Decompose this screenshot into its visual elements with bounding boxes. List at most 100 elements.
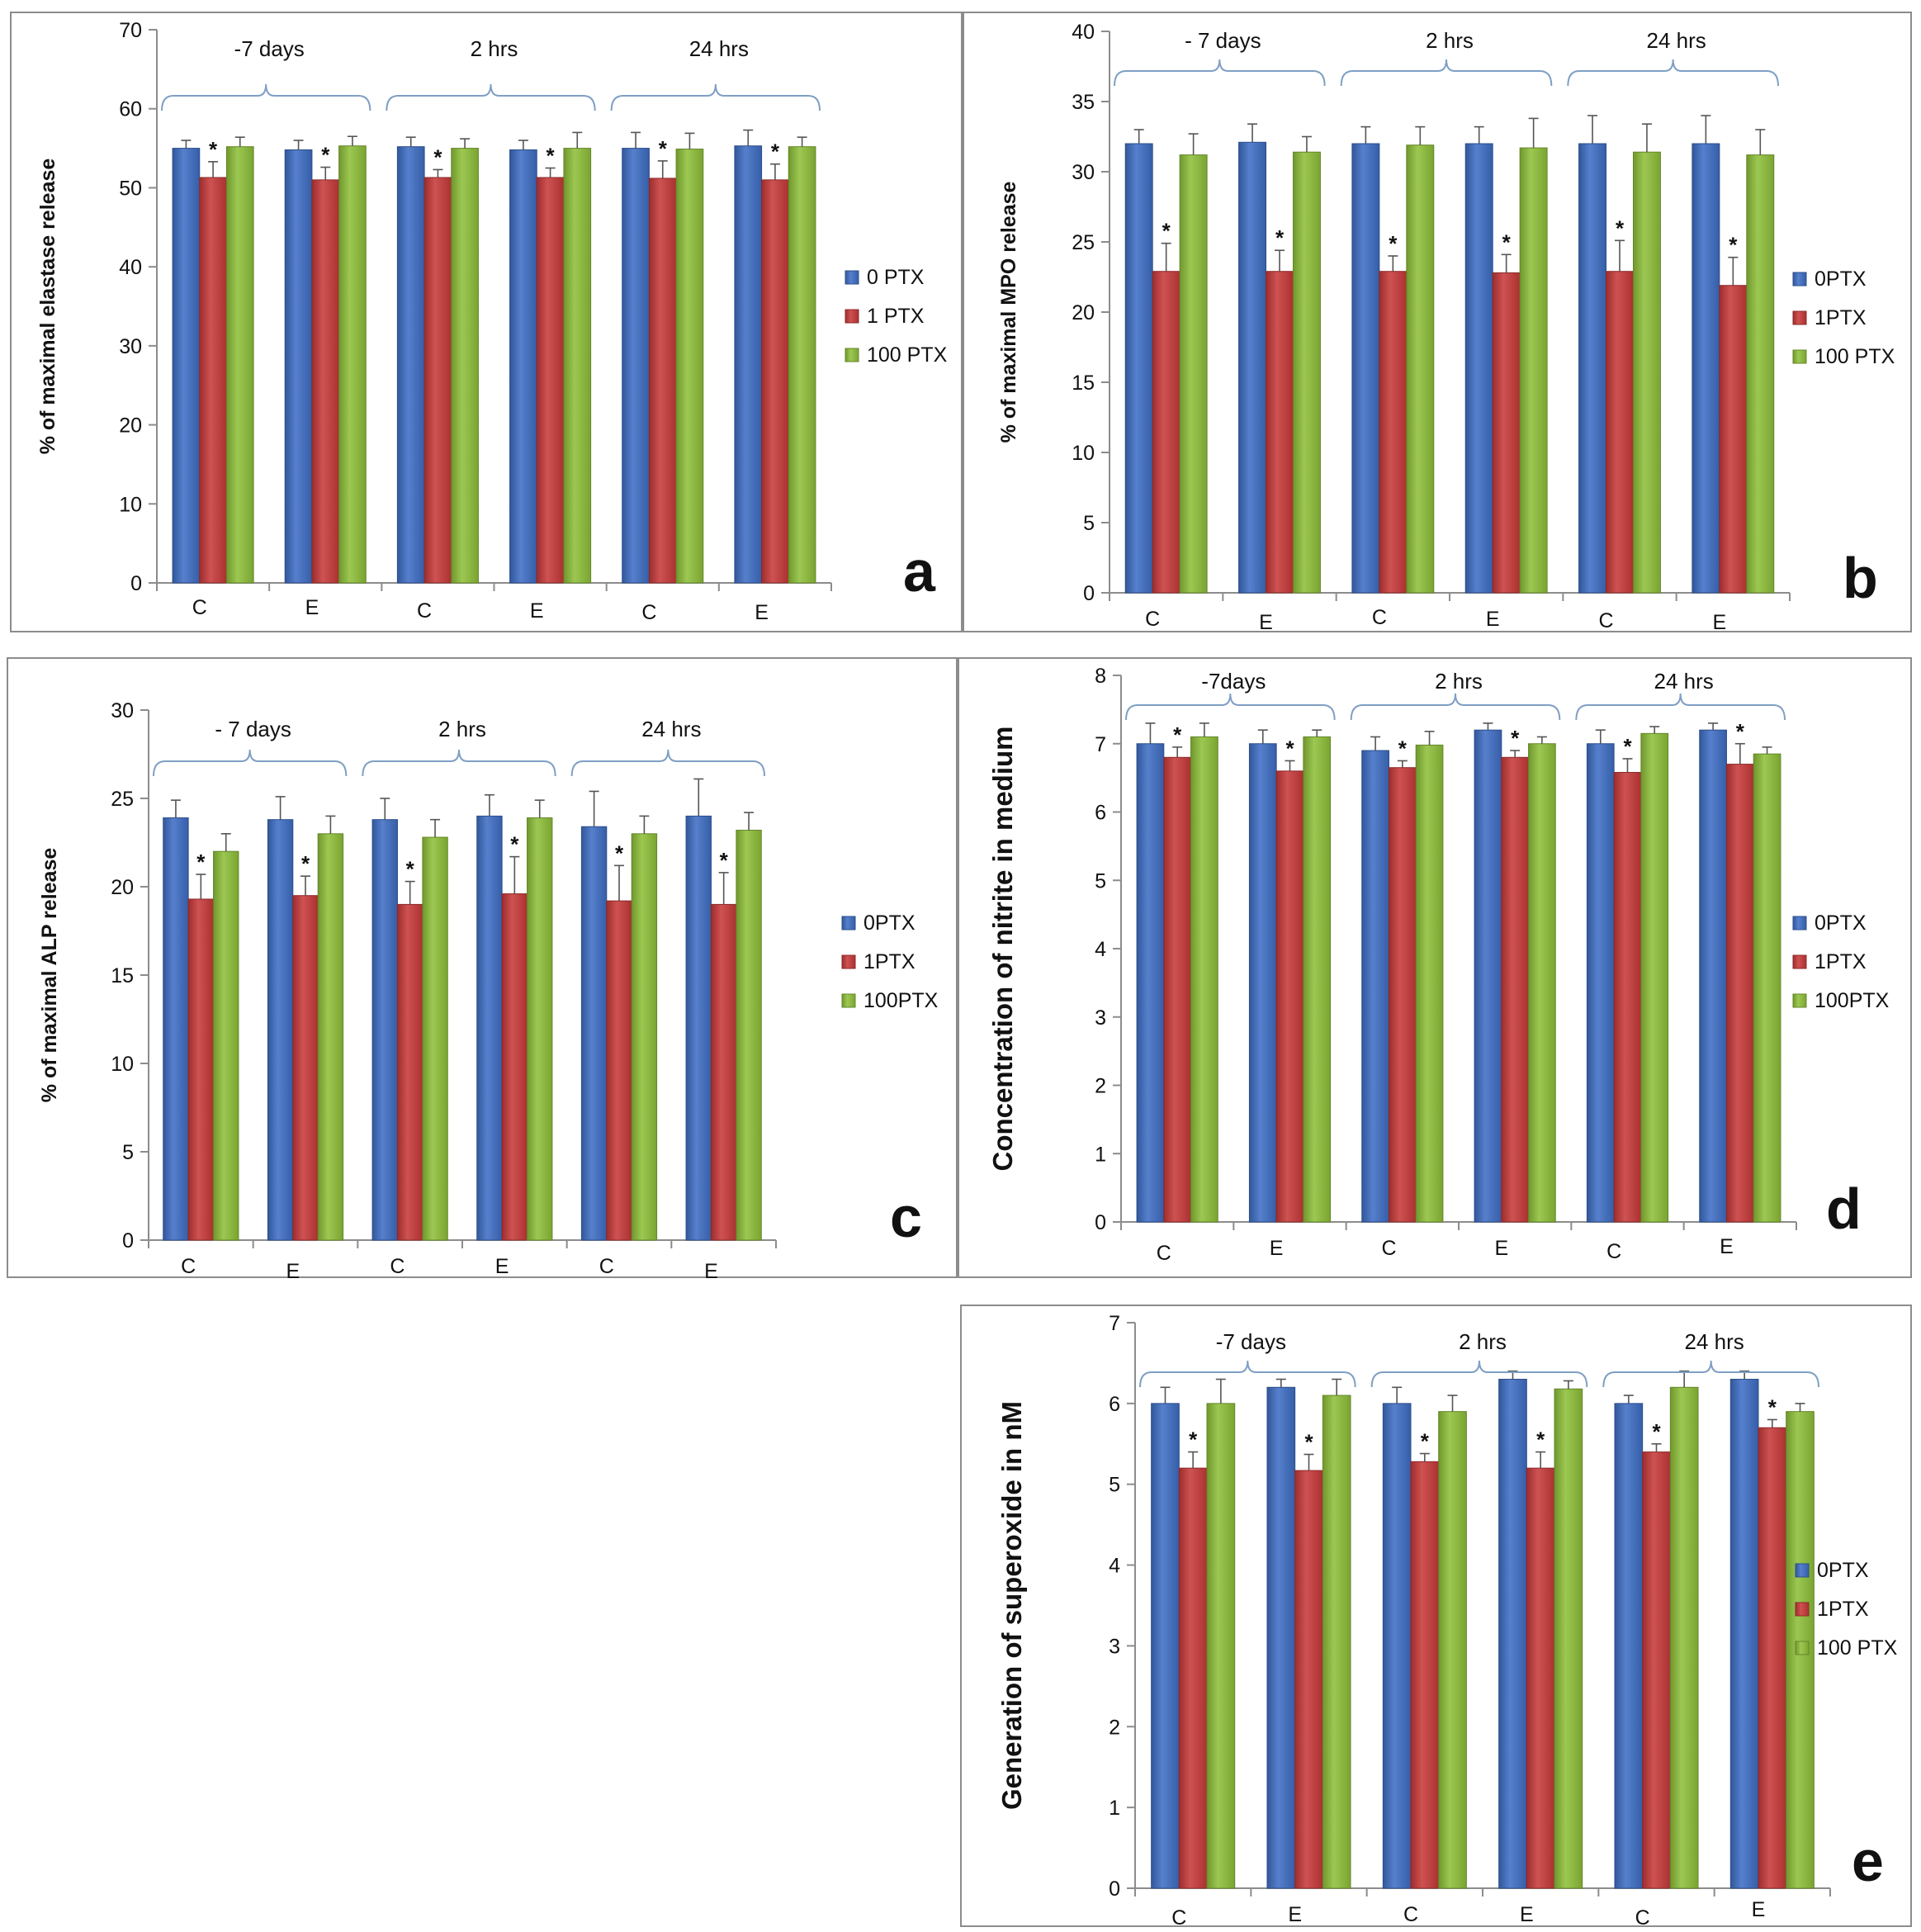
group-label: - 7 days (215, 717, 291, 741)
group-label: 2 hrs (438, 717, 486, 741)
x-tick-label: C (1403, 1903, 1418, 1926)
legend-swatch (845, 348, 859, 362)
legend-swatch (1792, 993, 1807, 1008)
y-tick-label: 50 (119, 177, 142, 200)
y-tick-label: 1 (1095, 1143, 1106, 1166)
significance-marker: * (209, 137, 218, 162)
bar-100ptx-1 (317, 833, 344, 1241)
group-label: -7 days (1216, 1329, 1286, 1354)
bar-0ptx-5 (685, 815, 712, 1241)
significance-marker: * (1421, 1429, 1430, 1454)
y-tick-label: 5 (1109, 1474, 1120, 1497)
y-tick-label: 15 (111, 964, 134, 987)
bar-100ptx-5 (1753, 753, 1781, 1223)
bar-1ptx-0 (1163, 756, 1192, 1223)
bar-100ptx-0 (1190, 736, 1218, 1223)
y-axis-label: % of maximal elastase release (36, 159, 59, 455)
legend-swatch (1792, 916, 1807, 930)
bar-100ptx-4 (1669, 1386, 1699, 1889)
significance-marker: * (1502, 230, 1512, 254)
bar-0ptx-0 (1136, 743, 1165, 1223)
bar-100ptx-0 (1206, 1403, 1236, 1889)
x-tick-label: E (1720, 1235, 1734, 1258)
significance-marker: * (1162, 219, 1171, 244)
bar-0ptx-4 (1614, 1403, 1644, 1889)
bar-100ptx-5 (788, 146, 816, 584)
y-axis-label: Concentration of nitrite in medium (987, 726, 1018, 1171)
y-tick-label: 4 (1095, 938, 1106, 961)
chart-c: 0 5 10 15 20 25 30 * C * E * C * E * C * E - 7 days 2 hrs 24 … (38, 699, 939, 1283)
bar-0ptx-1 (1238, 141, 1267, 594)
group-brace (1602, 1360, 1819, 1388)
chart-panel-c: 0 5 10 15 20 25 30 * C * E * C * E * C * E - 7 days 2 hrs 24 … (7, 657, 958, 1283)
y-axis-label: % of maximal ALP release (38, 848, 61, 1103)
legend-swatch (841, 993, 856, 1008)
bar-1ptx-5 (1725, 764, 1754, 1223)
chart-d: 0 1 2 3 4 5 6 7 8 * C * E * C * E * C * E -7days 2 hrs 24 hrs Co… (987, 665, 1890, 1265)
y-tick-label: 40 (1072, 21, 1095, 44)
group-brace (1370, 1360, 1588, 1388)
legend-label: 0PTX (1815, 912, 1867, 935)
bar-100ptx-0 (225, 146, 254, 584)
significance-marker: * (510, 832, 519, 857)
y-tick-label: 5 (1095, 869, 1106, 893)
bar-100ptx-0 (1179, 154, 1208, 594)
bar-0ptx-3 (1498, 1379, 1527, 1889)
bar-1ptx-0 (199, 177, 227, 584)
significance-marker: * (1285, 736, 1294, 760)
y-tick-label: 70 (119, 19, 142, 42)
bar-100ptx-2 (422, 836, 448, 1241)
x-tick-label: C (1606, 1240, 1621, 1263)
y-tick-label: 25 (111, 788, 134, 811)
bar-1ptx-1 (1294, 1470, 1323, 1889)
x-tick-label: E (1520, 1903, 1534, 1926)
group-brace (1114, 59, 1326, 87)
bar-1ptx-4 (606, 900, 632, 1241)
panel-letter: a (903, 539, 936, 604)
bar-1ptx-3 (1501, 756, 1530, 1223)
panel-letter: e (1852, 1829, 1884, 1893)
significance-marker: * (321, 143, 330, 168)
group-brace (1125, 693, 1336, 721)
y-tick-label: 20 (1072, 301, 1095, 324)
chart-a: 0 10 20 30 40 50 60 70 * C * E * C * E * C * E -7 days 2 hrs 2… (36, 19, 948, 624)
bar-1ptx-3 (1492, 272, 1521, 594)
legend-label: 1PTX (864, 950, 916, 973)
group-label: 2 hrs (1459, 1329, 1507, 1354)
bar-100ptx-2 (1406, 144, 1435, 594)
legend-label: 1PTX (1815, 306, 1867, 329)
bar-0ptx-1 (1248, 743, 1277, 1223)
y-tick-label: 15 (1072, 372, 1095, 395)
bar-0ptx-3 (509, 149, 537, 584)
legend-label: 1PTX (1815, 950, 1867, 973)
x-tick-label: C (1145, 608, 1160, 631)
panel-letter: c (890, 1185, 922, 1249)
bar-1ptx-3 (536, 177, 565, 584)
chart-e: 0 1 2 3 4 5 6 7 * C * E * C * E * C * E -7 days 2 hrs 24 hrs Ge… (996, 1312, 1898, 1930)
group-brace (1567, 59, 1779, 87)
legend-label: 0 PTX (867, 266, 925, 289)
significance-marker: * (1511, 726, 1520, 751)
y-tick-label: 8 (1095, 665, 1106, 688)
y-tick-label: 30 (1072, 161, 1095, 184)
significance-marker: * (1729, 233, 1738, 258)
group-brace (161, 83, 371, 111)
legend-swatch (841, 916, 856, 930)
legend-label: 1 PTX (867, 305, 925, 328)
group-brace (362, 749, 556, 777)
y-tick-label: 6 (1095, 802, 1106, 825)
y-tick-label: 0 (122, 1229, 134, 1252)
y-tick-label: 30 (119, 335, 142, 358)
group-brace (1575, 693, 1786, 721)
bar-1ptx-3 (501, 893, 528, 1241)
bar-0ptx-4 (580, 826, 608, 1241)
bar-100ptx-5 (1746, 154, 1775, 594)
x-tick-label: E (495, 1255, 509, 1278)
bar-0ptx-5 (734, 145, 763, 584)
bar-1ptx-4 (648, 178, 677, 584)
legend-label: 100 PTX (867, 343, 948, 367)
group-label: 2 hrs (1435, 669, 1483, 694)
significance-marker: * (659, 136, 668, 161)
significance-marker: * (1275, 225, 1285, 250)
bar-0ptx-2 (396, 146, 425, 584)
